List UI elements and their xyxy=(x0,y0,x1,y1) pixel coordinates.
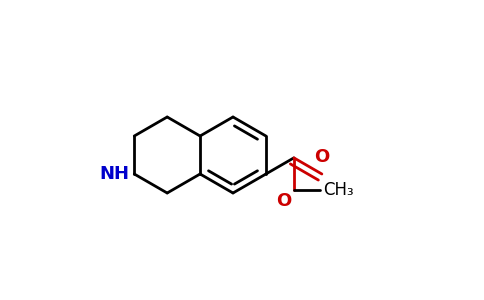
Text: CH₃: CH₃ xyxy=(323,181,353,199)
Text: NH: NH xyxy=(99,165,129,183)
Text: O: O xyxy=(314,148,330,166)
Text: O: O xyxy=(275,192,291,210)
